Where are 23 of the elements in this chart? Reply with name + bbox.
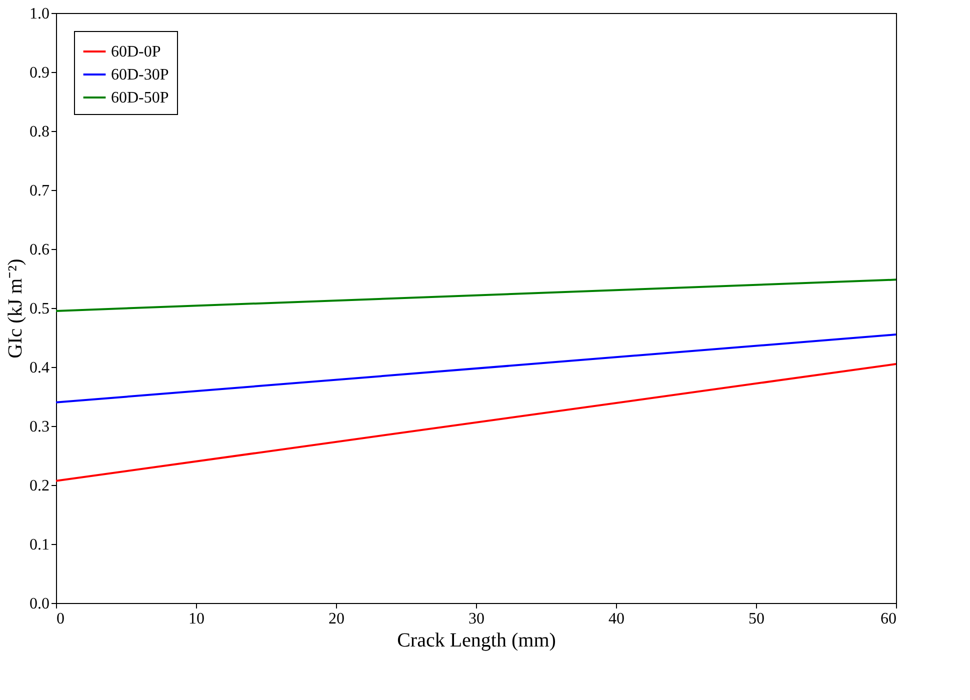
y-tick-label: 0.4	[30, 360, 50, 376]
x-tick-label: 40	[608, 610, 624, 628]
y-tick-label: 0.8	[30, 124, 50, 140]
x-tick-label: 0	[56, 610, 64, 628]
y-tick-label: 0.1	[30, 536, 50, 554]
y-tick-label: 0.3	[30, 418, 50, 436]
y-tick-label: 0.6	[30, 242, 50, 258]
y-tick-label: 1.0	[30, 6, 50, 22]
x-tick-label: 30	[468, 610, 484, 628]
x-tick-label: 20	[328, 610, 344, 628]
x-tick-label: 10	[188, 610, 204, 628]
legend-label: 60D-0P	[111, 44, 161, 60]
legend-label: 60D-50P	[111, 90, 169, 106]
y-tick-label: 0.5	[30, 300, 50, 318]
y-tick-label: 0.9	[30, 64, 50, 82]
y-tick-label: 0.0	[30, 596, 50, 612]
x-tick-label: 50	[748, 610, 764, 628]
x-axis-title: Crack Length (mm)	[397, 630, 556, 652]
y-tick-label: 0.2	[30, 478, 50, 494]
y-axis-title: GIc (kJ m⁻²)	[4, 258, 26, 358]
legend-label: 60D-30P	[111, 66, 169, 84]
y-tick-label: 0.7	[30, 182, 50, 200]
x-tick-label: 60	[880, 610, 896, 628]
